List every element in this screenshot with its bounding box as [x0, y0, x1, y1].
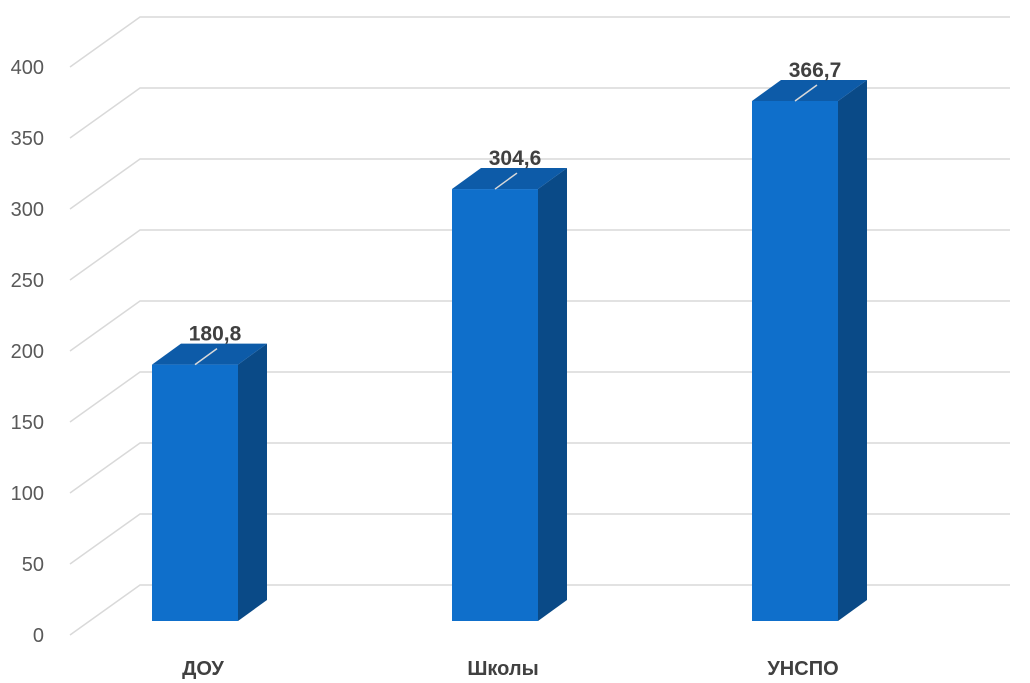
value-labels: 180,8 304,6 366,7 — [189, 59, 842, 346]
value-leader-line — [194, 348, 218, 366]
bar — [452, 168, 567, 621]
bar-front-face — [752, 101, 838, 621]
x-tick-label: ДОУ — [182, 658, 224, 680]
gridline — [69, 513, 1010, 565]
bars — [152, 80, 867, 621]
data-label: 180,8 — [189, 323, 242, 346]
y-tick-label: 250 — [11, 270, 44, 292]
gridline — [69, 584, 1010, 636]
bar — [752, 80, 867, 621]
bar-side-face — [538, 168, 567, 621]
y-tick-label: 50 — [22, 554, 44, 576]
gridline — [69, 229, 1010, 281]
gridline — [69, 442, 1010, 494]
bar-front-face — [452, 189, 538, 621]
bar — [152, 343, 267, 621]
bar-side-face — [838, 80, 867, 621]
bar-front-face — [152, 364, 238, 621]
y-tick-label: 100 — [11, 483, 44, 505]
gridline — [69, 158, 1010, 210]
gridline — [69, 371, 1010, 423]
gridline — [69, 87, 1010, 139]
gridlines — [69, 16, 1010, 636]
y-tick-label: 0 — [33, 625, 44, 647]
gridline — [69, 16, 1010, 68]
value-leader-line — [794, 84, 818, 102]
x-tick-label: Школы — [467, 658, 538, 680]
data-label: 304,6 — [489, 147, 542, 170]
y-axis-ticks: 0 50 100 150 200 250 300 350 400 — [11, 57, 44, 647]
y-tick-label: 150 — [11, 412, 44, 434]
value-leader-line — [494, 172, 518, 190]
y-tick-label: 350 — [11, 128, 44, 150]
category-labels: ДОУ Школы УНСПО — [182, 658, 839, 680]
x-tick-label: УНСПО — [767, 658, 838, 680]
y-tick-label: 300 — [11, 199, 44, 221]
data-label: 366,7 — [789, 59, 842, 82]
gridline — [69, 300, 1010, 352]
bar-side-face — [238, 343, 267, 621]
y-tick-label: 400 — [11, 57, 44, 79]
y-tick-label: 200 — [11, 341, 44, 363]
